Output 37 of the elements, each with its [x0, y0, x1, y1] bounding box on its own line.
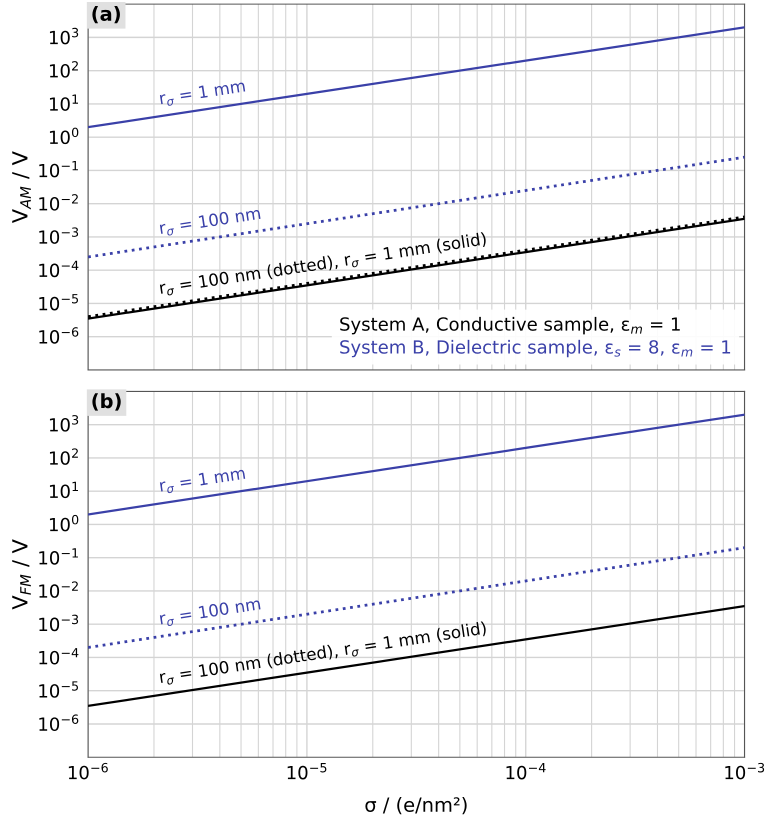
y-tick-label: 10$^{−4}$ [39, 260, 78, 278]
y-tick-label: 10$^{−2}$ [39, 581, 78, 598]
y-tick-label: 10$^{2}$ [50, 448, 78, 465]
y-tick-label: 10$^{−3}$ [39, 227, 78, 244]
line-series [88, 414, 745, 516]
x-tick-label: 10$^{−5}$ [288, 763, 326, 780]
y-axis-title: V$_{FM}$ / V [12, 539, 31, 610]
y-tick-label: 10$^{1}$ [50, 482, 78, 498]
x-tick-label: 10$^{−4}$ [506, 763, 546, 780]
y-tick-label: 10$^{−3}$ [39, 614, 78, 632]
y-tick-label: 10$^{3}$ [50, 28, 78, 44]
x-axis-title: σ / (e/nm²) [365, 796, 467, 814]
y-tick-label: 10$^{0}$ [50, 514, 78, 532]
x-tick-label: 10$^{−6}$ [68, 762, 108, 780]
y-tick-label: 10$^{−6}$ [39, 327, 78, 344]
annotation: r$_{σ}$ = 1 mm [159, 79, 246, 108]
annotation: r$_{σ}$ = 100 nm [159, 206, 261, 237]
text: System A, Conductive sample, ε$_{m}$ = 1 [340, 316, 680, 334]
chart-title: (a) [92, 6, 120, 24]
annotation: r$_{σ}$ = 1 mm [159, 466, 246, 494]
y-tick-label: 10$^{−4}$ [39, 648, 78, 664]
y-tick-label: 10$^{1}$ [50, 94, 78, 111]
y-tick-label: 10$^{−1}$ [39, 161, 78, 178]
x-tick-label: 10$^{−3}$ [725, 762, 764, 780]
line-series [88, 26, 745, 128]
y-axis-title: V$_{AM}$ / V [12, 151, 31, 224]
annotation: r$_{σ}$ = 100 nm [159, 597, 261, 628]
chart-title: (b) [92, 393, 121, 411]
y-tick-label: 10$^{0}$ [50, 128, 78, 144]
y-tick-label: 10$^{3}$ [50, 415, 78, 432]
y-tick-label: 10$^{−1}$ [39, 548, 78, 565]
y-tick-label: 10$^{−5}$ [39, 681, 78, 698]
y-tick-label: 10$^{−6}$ [39, 714, 78, 731]
y-tick-label: 10$^{−2}$ [39, 194, 78, 211]
text: System B, Dielectric sample, ε$_{s}$ = 8, ε$_{m}$ = 1 [340, 340, 730, 358]
y-tick-label: 10$^{−5}$ [39, 294, 78, 310]
y-tick-label: 10$^{2}$ [50, 61, 78, 78]
